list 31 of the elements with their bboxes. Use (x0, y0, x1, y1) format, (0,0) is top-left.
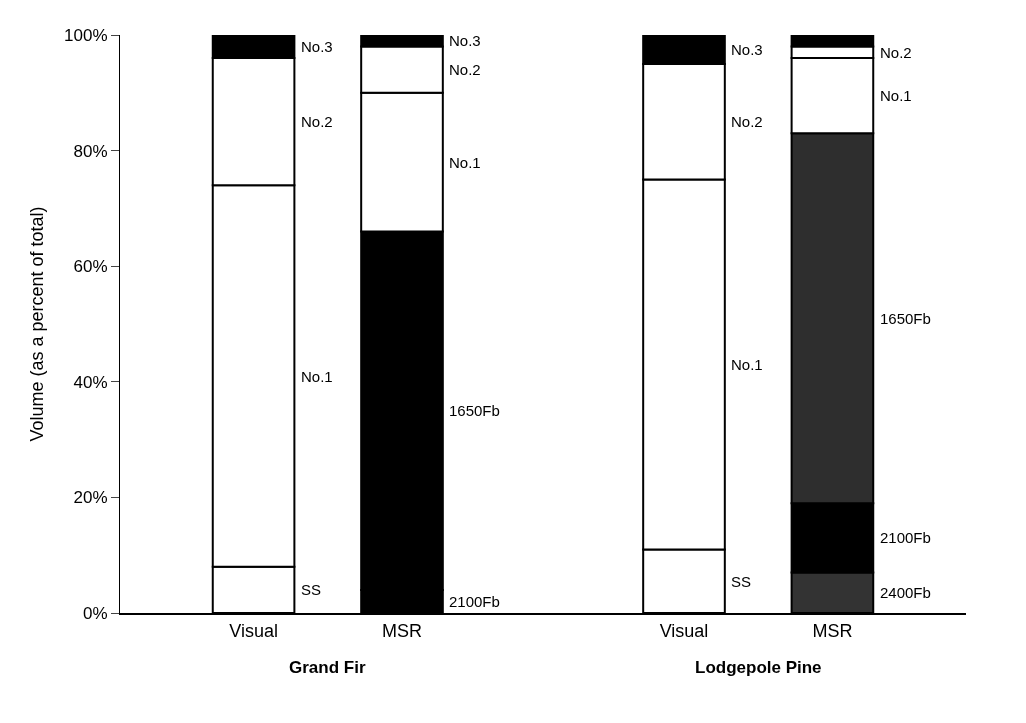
text: No.2 (880, 44, 912, 61)
series-label: No.3 (731, 41, 763, 58)
text: No.1 (449, 154, 481, 171)
y-tick-label: 80% (73, 141, 108, 161)
text: SS (301, 581, 322, 598)
series-label: No.1 (731, 356, 763, 373)
series-label: 1650Fb (449, 402, 500, 419)
text: No.2 (301, 113, 333, 130)
y-tick-label: 0% (83, 603, 108, 623)
y-tick-label: 40% (73, 372, 108, 392)
text: No.1 (880, 87, 912, 104)
series-label: No.2 (731, 113, 763, 130)
text: No.1 (301, 368, 333, 385)
series-label: 2400Fb (880, 584, 931, 601)
y-tick-label: 20% (73, 488, 108, 508)
text: No.3 (449, 32, 481, 49)
series-label: SS (731, 573, 752, 590)
x-tick-label: MSR (382, 620, 422, 641)
y-tick-label: 60% (73, 257, 108, 277)
x-tick-label: Visual (229, 620, 278, 641)
text: 1650Fb (880, 310, 931, 327)
y-tick-label: 100% (64, 25, 108, 45)
y-axis-title: Volume (as a percent of total) (27, 206, 48, 442)
x-tick-label: Visual (659, 620, 709, 641)
text: Grand Fir (289, 658, 366, 677)
text: 2100Fb (880, 529, 931, 546)
text: No.2 (449, 61, 481, 78)
text: No.3 (301, 38, 333, 55)
text: Lodgepole Pine (695, 658, 822, 677)
x-tick-label: MSR (812, 620, 853, 641)
series-label: 2100Fb (449, 593, 500, 610)
